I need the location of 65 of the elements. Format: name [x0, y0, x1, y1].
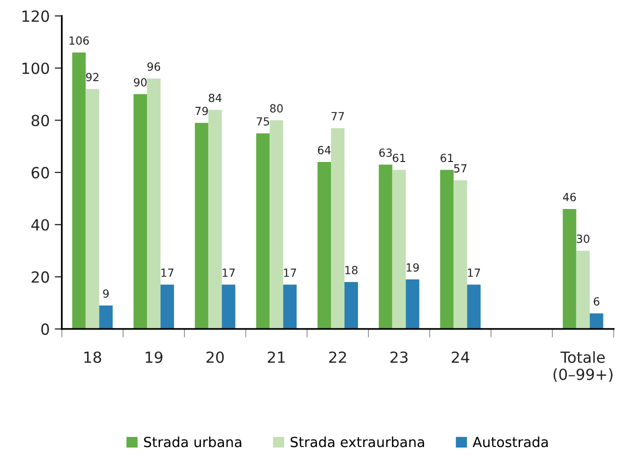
bar [194, 122, 208, 329]
data-label: 96 [147, 62, 160, 71]
data-label: 92 [86, 72, 98, 82]
x-tick-label: Totale (0–99+) [554, 351, 612, 382]
legend-label: Strada extraurbana [290, 436, 424, 448]
bar [99, 305, 113, 329]
legend-label: Autostrada [472, 436, 548, 448]
data-label: 77 [332, 112, 344, 120]
legend-label: Strada urbana [144, 436, 242, 448]
x-tick-label: 21 [268, 351, 285, 363]
data-label: 17 [284, 268, 296, 277]
bar [344, 282, 358, 329]
data-label: 84 [208, 94, 222, 102]
data-label: 9 [103, 289, 109, 298]
x-tick-label: 24 [452, 351, 470, 363]
bar [454, 180, 468, 329]
bar [86, 88, 100, 329]
y-tick-label: 60 [32, 166, 49, 178]
data-label: 17 [161, 268, 174, 277]
x-tick-label: 18 [84, 351, 102, 364]
data-label: 90 [134, 78, 147, 86]
data-label: 17 [468, 268, 480, 277]
y-tick-label: 20 [32, 271, 49, 283]
x-tick-label: 19 [146, 351, 162, 364]
bar [440, 170, 454, 329]
bar [392, 170, 406, 329]
data-label: 18 [345, 266, 358, 274]
bar [72, 52, 86, 329]
data-label: 61 [440, 154, 453, 162]
y-tick-label: 120 [22, 10, 49, 22]
bar [378, 164, 392, 329]
data-label: 19 [406, 263, 419, 272]
data-label: 64 [318, 146, 331, 154]
bar [256, 133, 270, 329]
y-tick-label: 40 [31, 219, 49, 231]
bar [576, 250, 590, 329]
data-label: 57 [454, 164, 466, 173]
bar [330, 128, 344, 329]
data-label: 63 [379, 148, 392, 157]
y-tick-label: 80 [32, 114, 49, 126]
y-tick-label: 100 [22, 62, 49, 74]
x-tick-label: 23 [390, 351, 408, 364]
bar [283, 284, 297, 329]
data-label: 79 [195, 106, 208, 116]
bar [318, 162, 331, 329]
bar [406, 279, 420, 329]
bar [134, 94, 148, 329]
data-label: 75 [256, 117, 270, 126]
bar [270, 120, 284, 329]
x-tick-label: 22 [329, 351, 346, 363]
data-label: 106 [70, 36, 89, 45]
bar [208, 110, 222, 329]
data-label: 46 [563, 192, 576, 202]
bar [147, 78, 161, 329]
data-label: 6 [594, 297, 600, 306]
x-tick-label: 20 [206, 351, 224, 364]
data-label: 61 [392, 154, 406, 162]
data-label: 30 [576, 234, 590, 243]
bar [467, 284, 481, 329]
data-label: 80 [270, 104, 283, 113]
bar [562, 208, 576, 329]
y-tick-label: 0 [41, 323, 49, 335]
bar [160, 284, 174, 329]
data-label: 17 [222, 268, 235, 277]
bar [222, 284, 236, 329]
